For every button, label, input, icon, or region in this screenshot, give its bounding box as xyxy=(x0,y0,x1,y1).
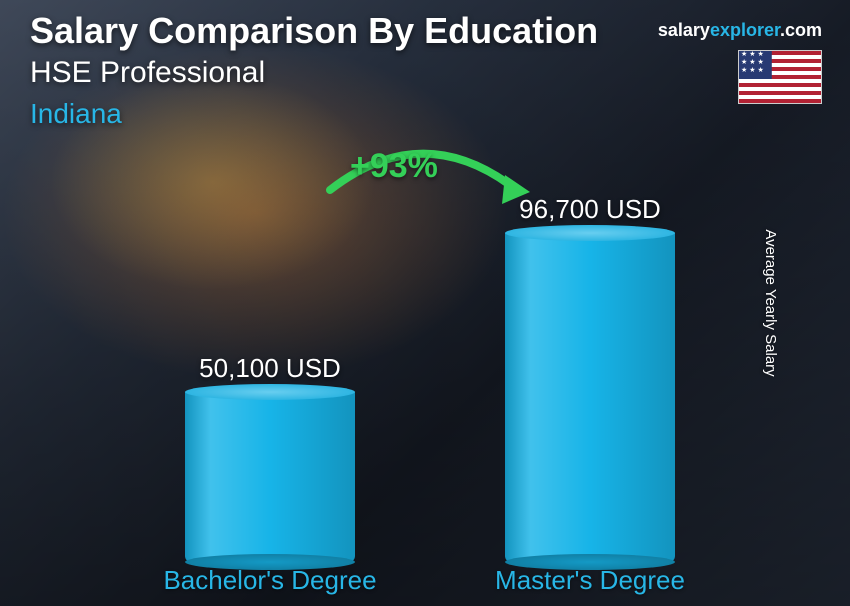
job-subtitle: HSE Professional xyxy=(30,56,265,90)
bar-top-cap xyxy=(185,384,355,400)
bar-top-cap xyxy=(505,225,675,241)
infographic-canvas: Salary Comparison By Education HSE Profe… xyxy=(0,0,850,606)
bar-value: 96,700 USD xyxy=(519,194,661,225)
chart-area: 50,100 USDBachelor's Degree96,700 USDMas… xyxy=(120,160,740,590)
branding-part-a: salary xyxy=(658,20,710,40)
bar-label: Bachelor's Degree xyxy=(140,565,400,596)
bar-body xyxy=(505,233,675,562)
page-title: Salary Comparison By Education xyxy=(30,10,598,52)
bar-value: 50,100 USD xyxy=(199,353,341,384)
bar xyxy=(185,392,355,562)
location-label: Indiana xyxy=(30,98,122,130)
branding-suffix: .com xyxy=(780,20,822,40)
bar xyxy=(505,233,675,562)
bar-body xyxy=(185,392,355,562)
site-branding: salaryexplorer.com xyxy=(658,20,822,41)
bar-group: 50,100 USD xyxy=(170,353,370,562)
bar-label: Master's Degree xyxy=(460,565,720,596)
us-flag-icon xyxy=(738,50,822,104)
bar-group: 96,700 USD xyxy=(490,194,690,562)
y-axis-label: Average Yearly Salary xyxy=(762,229,779,376)
branding-part-b: explorer xyxy=(710,20,780,40)
